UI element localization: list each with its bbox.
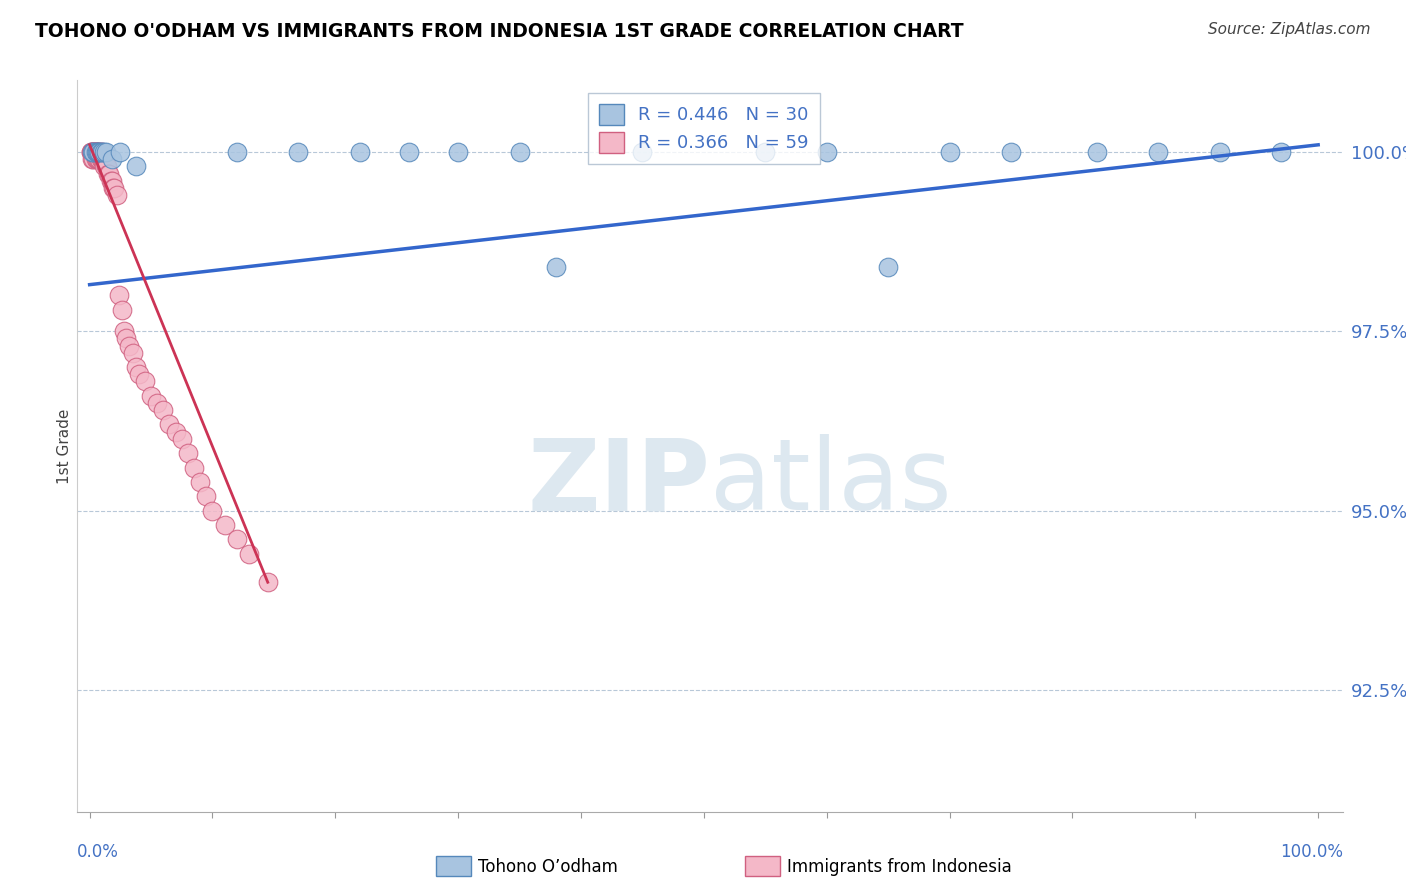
Point [121,345,143,359]
Text: atlas: atlas [710,434,952,531]
Point [83,145,105,159]
Point [98,167,121,181]
Point [152,403,174,417]
Text: Immigrants from Indonesia: Immigrants from Indonesia [787,858,1012,876]
Point [139,389,162,403]
Y-axis label: 1st Grade: 1st Grade [56,409,72,483]
Point [188,475,211,489]
Point [108,288,131,302]
Text: 100.0%: 100.0% [1279,843,1343,861]
Point [90,152,112,166]
Point [80,145,103,159]
Point [82,145,104,159]
Point [90,145,112,159]
Point [90,145,112,159]
Point [82,145,104,159]
Point [84,152,107,166]
Point [89,145,111,159]
Point [110,302,132,317]
Point [103,181,125,195]
Point [97,167,120,181]
Point [105,188,128,202]
Point [1209,145,1232,159]
Point [226,145,249,159]
Point [86,145,108,159]
Point [86,145,108,159]
Point [170,432,193,446]
Text: 0.0%: 0.0% [77,843,120,861]
Point [815,145,838,159]
Point [93,159,115,173]
Point [165,425,187,439]
Point [256,575,278,590]
Point [89,152,111,166]
Point [631,145,654,159]
Point [1000,145,1022,159]
Point [159,417,181,432]
Point [1085,145,1108,159]
Point [195,489,218,503]
Point [93,145,115,159]
Point [118,338,141,352]
Legend: R = 0.446   N = 30, R = 0.366   N = 59: R = 0.446 N = 30, R = 0.366 N = 59 [588,93,820,163]
Point [100,174,122,188]
Point [84,145,107,159]
Point [100,174,122,188]
Point [183,460,205,475]
Point [91,152,114,166]
Text: TOHONO O'ODHAM VS IMMIGRANTS FROM INDONESIA 1ST GRADE CORRELATION CHART: TOHONO O'ODHAM VS IMMIGRANTS FROM INDONE… [35,22,963,41]
Point [82,152,104,166]
Point [87,152,110,166]
Text: Source: ZipAtlas.com: Source: ZipAtlas.com [1208,22,1371,37]
Point [1270,145,1292,159]
Point [238,547,260,561]
Point [101,181,124,195]
Point [125,360,148,375]
Point [89,145,111,159]
Point [87,145,110,159]
Point [125,159,148,173]
Point [86,145,108,159]
Point [90,145,112,159]
Point [83,145,105,159]
Point [146,396,169,410]
Point [447,145,470,159]
Point [82,145,104,159]
Point [509,145,531,159]
Point [877,260,900,274]
Point [754,145,776,159]
Point [90,152,112,166]
Point [86,152,108,166]
Text: Tohono O’odham: Tohono O’odham [478,858,617,876]
Point [94,145,117,159]
Point [87,145,110,159]
Point [177,446,200,460]
Point [80,145,103,159]
Point [110,145,132,159]
Point [546,260,568,274]
Point [1147,145,1170,159]
Point [84,145,107,159]
Point [80,152,103,166]
Point [100,152,122,166]
Point [287,145,309,159]
Text: ZIP: ZIP [527,434,710,531]
Point [96,159,118,173]
Point [80,145,103,159]
Point [90,145,112,159]
Point [349,145,371,159]
Point [115,331,138,345]
Point [84,145,107,159]
Point [112,324,135,338]
Point [226,533,249,547]
Point [80,145,103,159]
Point [201,503,224,517]
Point [80,145,103,159]
Point [398,145,420,159]
Point [938,145,960,159]
Point [134,375,156,389]
Point [128,368,150,382]
Point [214,517,236,532]
Point [94,159,117,173]
